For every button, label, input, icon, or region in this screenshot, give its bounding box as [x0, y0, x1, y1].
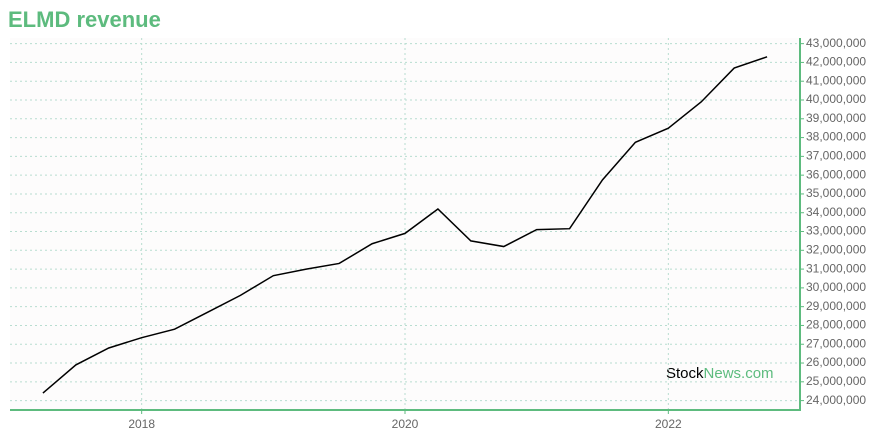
y-tick-label: 27,000,000: [806, 336, 866, 350]
watermark-news: News.com: [704, 365, 774, 382]
series-line: [42, 56, 768, 394]
y-tick-label: 42,000,000: [806, 55, 866, 69]
y-tick-label: 39,000,000: [806, 111, 866, 125]
x-tick-label: 2018: [128, 417, 155, 431]
chart-title: ELMD revenue: [8, 7, 161, 32]
y-tick-label: 25,000,000: [806, 374, 866, 388]
y-tick-label: 28,000,000: [806, 318, 866, 332]
y-tick-label: 41,000,000: [806, 73, 866, 87]
x-tick-label: 2020: [392, 417, 419, 431]
y-tick-label: 43,000,000: [806, 36, 866, 50]
y-tick-label: 24,000,000: [806, 393, 866, 407]
x-tick-label: 2022: [655, 417, 682, 431]
y-tick-label: 37,000,000: [806, 149, 866, 163]
watermark-stock: Stock: [666, 365, 704, 382]
y-tick-label: 40,000,000: [806, 92, 866, 106]
y-tick-label: 30,000,000: [806, 280, 866, 294]
y-tick-label: 29,000,000: [806, 299, 866, 313]
y-tick-label: 35,000,000: [806, 186, 866, 200]
y-tick-label: 32,000,000: [806, 242, 866, 256]
watermark: StockNews.com: [666, 365, 774, 382]
y-tick-label: 26,000,000: [806, 355, 866, 369]
y-tick-label: 38,000,000: [806, 130, 866, 144]
y-tick-label: 33,000,000: [806, 224, 866, 238]
y-tick-label: 31,000,000: [806, 261, 866, 275]
y-tick-label: 34,000,000: [806, 205, 866, 219]
y-tick-label: 36,000,000: [806, 167, 866, 181]
